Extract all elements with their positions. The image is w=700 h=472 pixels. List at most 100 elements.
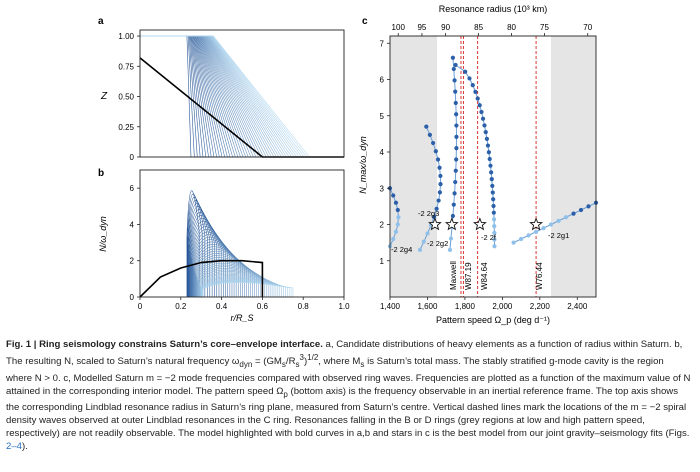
panel-c-wave-lines <box>460 36 537 297</box>
panel-c-xtick-label: 1,600 <box>417 302 438 311</box>
panel-b-xlabel: r/R_S <box>230 313 253 323</box>
panel-b-xtick-label: 0.8 <box>298 302 310 311</box>
mode-f-point <box>491 197 496 202</box>
caption-body-2: = (GM <box>252 356 282 368</box>
panel-c-ylabel: N_max/ω_dyn <box>358 136 368 194</box>
mode-label-g3: -2 2g3 <box>418 209 439 218</box>
panel-c-top-tick-label: 95 <box>417 23 426 32</box>
mode-f-point <box>490 190 495 195</box>
panel-b: 0 2 4 6 0 0.2 0.4 0.6 0.8 1.0 N/ω_dyn r/R_S <box>98 169 350 323</box>
caption-sub-3: s <box>295 360 300 370</box>
panel-c-top-tick-label: 75 <box>540 23 549 32</box>
best-model-star <box>428 217 442 231</box>
mode-g4-point <box>395 207 400 213</box>
caption-sup-3: 3 <box>299 353 304 363</box>
caption-body-1: a, Candidate distributions of heavy elem… <box>6 339 683 368</box>
panel-a-frame <box>139 29 345 158</box>
panel-c-ytick-label: 5 <box>380 112 385 121</box>
best-model-star <box>473 217 487 231</box>
panel-c-ytick-label: 7 <box>380 39 385 48</box>
caption-figure-link[interactable]: 2–4 <box>6 441 23 453</box>
figure: a b c 0 0.25 0.50 0.75 1.00 Z 0 2 4 6 0 0.2 0.4 0.… <box>98 4 599 325</box>
panel-b-xticks: 0 0.2 0.4 0.6 0.8 1.0 <box>138 297 350 311</box>
panel-c-xlabel: Pattern speed Ω_p (deg d⁻¹) <box>436 315 550 325</box>
panel-c-ytick-label: 1 <box>380 257 385 266</box>
panel-c-top-tick-label: 80 <box>507 23 516 32</box>
mode-f-point <box>453 62 458 68</box>
panel-c-xtick-label: 2,400 <box>567 302 588 311</box>
panel-b-model-curve <box>190 220 224 297</box>
caption-heading: Fig. 1 | Ring seismology constrains Satu… <box>6 339 323 350</box>
mode-g4-point <box>395 222 400 227</box>
mode-f-point <box>492 244 497 249</box>
mode-g4-point <box>396 215 401 220</box>
panel-c-top-tick-label: 100 <box>392 23 406 32</box>
mode-g3-point <box>425 231 430 236</box>
caption-body-6: is Saturn’s total mass. The stably strat… <box>6 356 691 397</box>
mode-f-point <box>484 136 490 141</box>
d-ring-region <box>551 36 596 297</box>
mode-g3-point <box>434 206 439 211</box>
panel-c-xtick-label: 1,400 <box>380 302 401 311</box>
caption-body-4: ) <box>303 356 308 368</box>
mode-f-point <box>470 83 475 88</box>
panel-b-label: b <box>98 168 104 179</box>
mode-f-point <box>491 203 496 209</box>
mode-g2-point <box>452 191 457 196</box>
mode-g2-point <box>450 55 456 60</box>
mode-f-point <box>479 109 484 115</box>
panel-a-ylabel: Z <box>100 91 108 102</box>
panel-c-ytick-label: 2 <box>380 221 385 230</box>
mode-f-point <box>489 177 494 182</box>
panel-a: 0 0.25 0.50 0.75 1.00 Z <box>100 29 345 162</box>
panel-c-frame <box>389 35 597 298</box>
mode-g2-point <box>453 100 458 106</box>
panel-c-stars <box>428 217 543 231</box>
mode-f-point <box>477 103 482 108</box>
mode-label-g4: -2 2g4 <box>391 245 412 254</box>
panel-c-top-tick-label: 85 <box>474 23 483 32</box>
mode-g2-point <box>454 134 459 139</box>
mode-g2-point <box>454 123 459 128</box>
mode-f-point <box>483 130 488 135</box>
panel-c-ytick-label: 4 <box>380 148 385 157</box>
mode-g4-point <box>393 229 399 234</box>
mode-g2-point <box>451 66 456 72</box>
mode-label-g1: -2 2g1 <box>548 231 569 240</box>
caption-body-3: /R <box>285 356 296 368</box>
mode-g1-point <box>586 204 591 209</box>
figure-canvas: a b c 0 0.25 0.50 0.75 1.00 Z 0 2 4 6 0 0.2 0.4 0.… <box>98 4 599 325</box>
panel-c-xtick-label: 2,000 <box>492 302 513 311</box>
caption-body-8: ). <box>22 441 28 453</box>
mode-g3-point <box>437 165 442 170</box>
mode-g1-point <box>563 215 569 220</box>
mode-f-point <box>480 116 486 121</box>
mode-g2-point <box>453 179 458 185</box>
mode-g3-point <box>417 247 423 252</box>
panel-b-model-curve <box>189 217 222 297</box>
mode-g2-point <box>450 213 456 219</box>
panel-b-model-curve <box>191 231 233 297</box>
mode-g1-point <box>533 229 539 234</box>
mode-g1-point <box>578 207 584 213</box>
mode-g2-point <box>447 247 453 252</box>
caption-sub-6: p <box>283 389 288 399</box>
panel-c-xtick-label: 2,200 <box>530 302 551 311</box>
mode-f-point <box>492 237 497 242</box>
mode-f-point <box>486 150 491 155</box>
panel-b-best-model <box>139 259 264 298</box>
mode-f-line <box>455 64 495 247</box>
mode-g3-line <box>419 126 442 251</box>
panel-a-best-model <box>139 57 344 158</box>
panel-c-ytick-label: 6 <box>380 76 385 85</box>
panel-c-top-ticks: 100 95 90 85 80 75 70 <box>392 23 593 36</box>
mode-g4-point <box>391 236 396 242</box>
mode-g2-point <box>453 89 458 94</box>
mode-g1-point <box>548 222 554 227</box>
mode-g1-point <box>526 233 531 238</box>
mode-f-point <box>475 96 480 101</box>
panel-a-model-curve <box>140 35 344 158</box>
panel-b-xtick-label: 1.0 <box>338 302 350 311</box>
panel-c-ytick-label: 3 <box>380 184 385 193</box>
mode-g3-point <box>430 140 436 146</box>
